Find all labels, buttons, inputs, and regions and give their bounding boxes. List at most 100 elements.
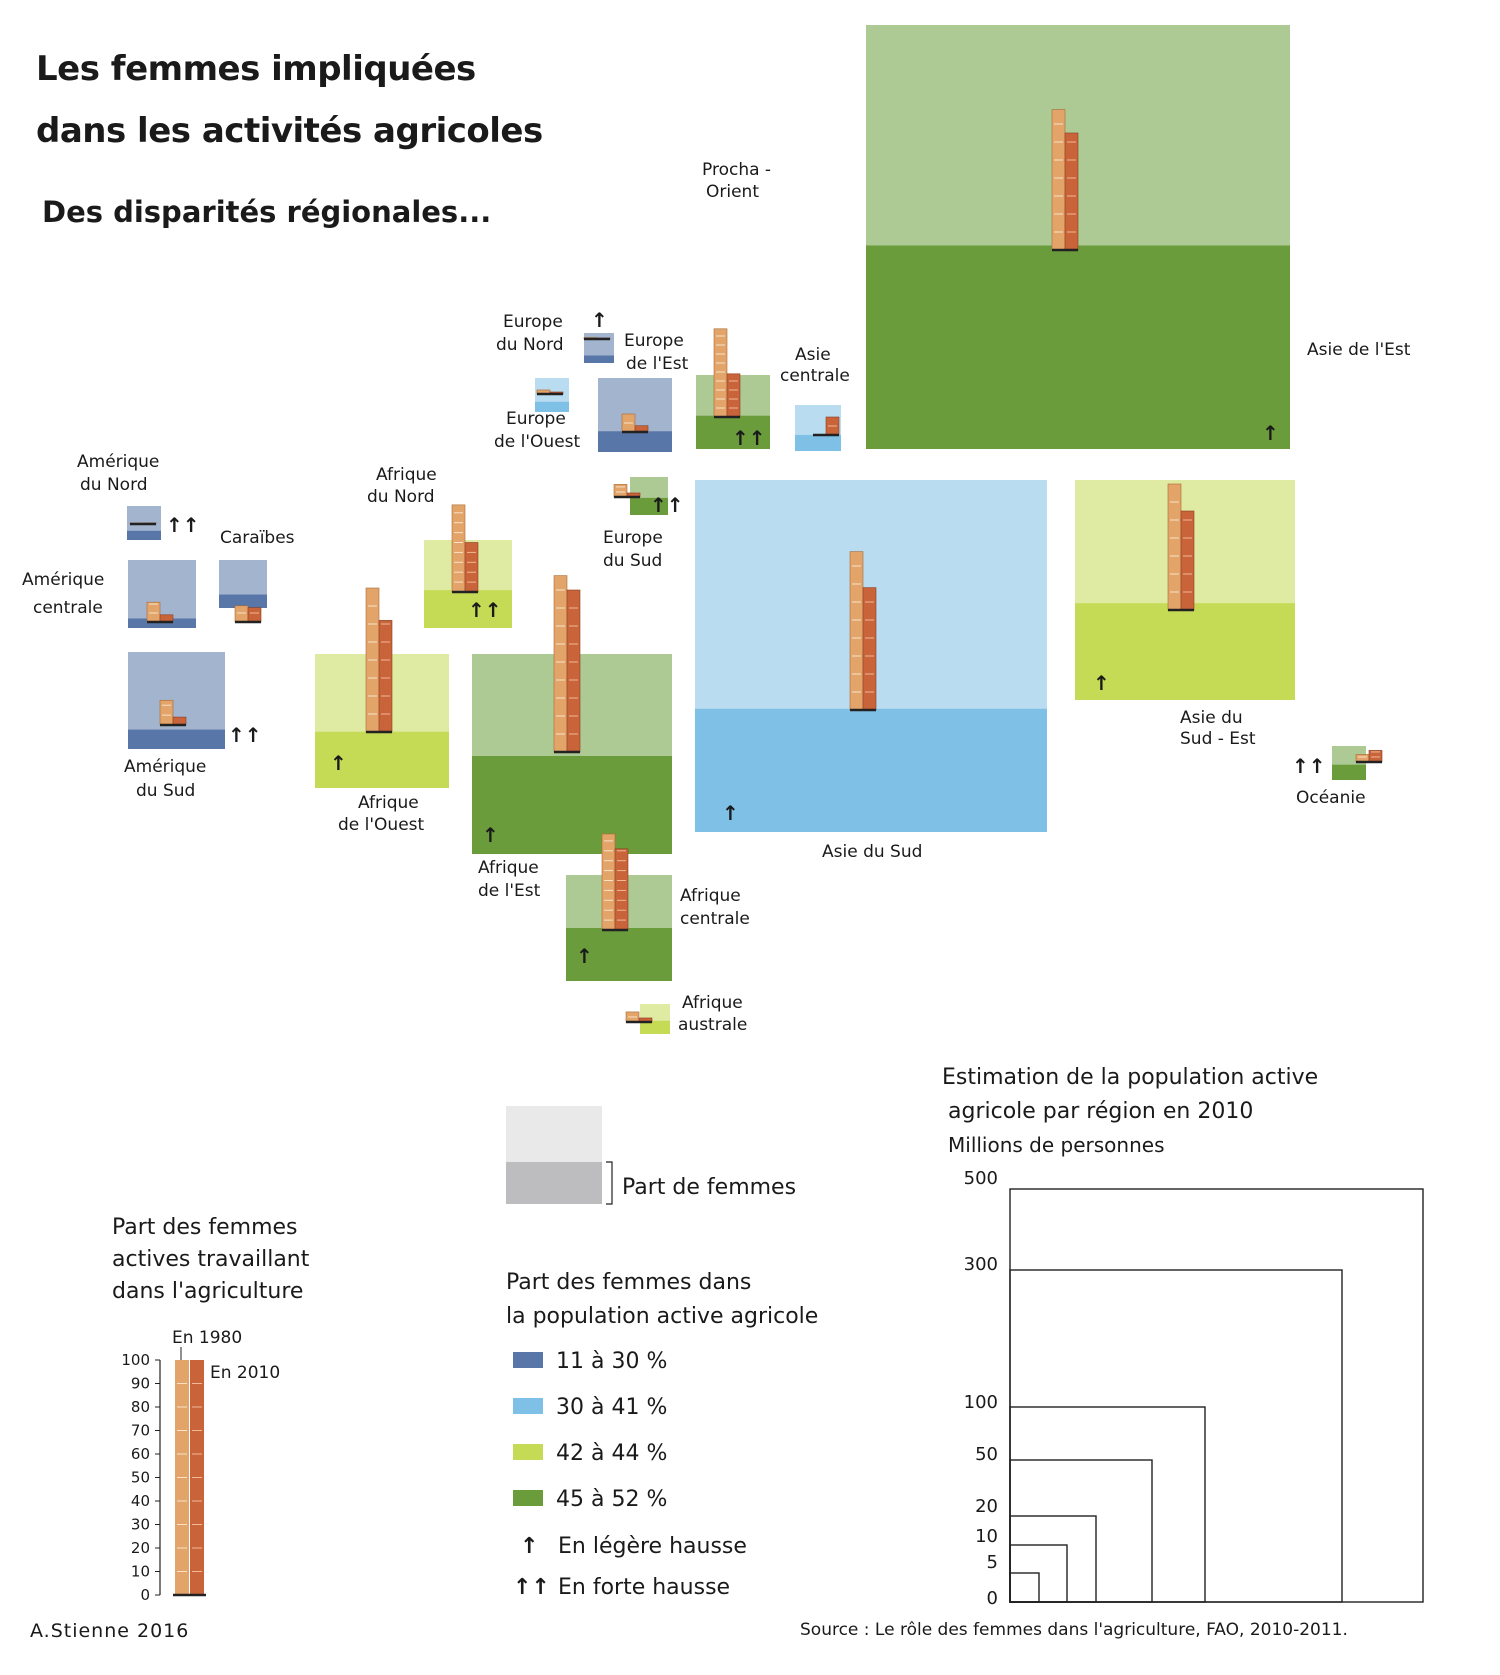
- size-legend-tick: 500: [964, 1168, 998, 1189]
- class-label: 45 à 52 %: [556, 1487, 667, 1512]
- trend-arrow-icon: ↑↑: [650, 493, 684, 517]
- region-label: Océanie: [1296, 788, 1366, 808]
- class-label: 11 à 30 %: [556, 1349, 667, 1374]
- size-legend-tick: 50: [975, 1444, 998, 1465]
- region-label: Europe: [506, 409, 566, 429]
- bars-2010-label: En 2010: [210, 1363, 280, 1383]
- bar-2010: [1180, 510, 1195, 611]
- trend-arrow-icon: ↑↑: [228, 723, 262, 747]
- region-proche-orient: ↑↑ Procha -Orient: [696, 160, 771, 450]
- women-share-fill: [630, 497, 668, 515]
- size-legend-tick: 0: [987, 1588, 998, 1609]
- region-asie-de-l-est: ↑ Asie de l'Est: [866, 25, 1411, 449]
- region-label: Asie du: [1180, 708, 1243, 728]
- region-label: du Nord: [496, 335, 564, 355]
- bars-1980-label: En 1980: [172, 1328, 242, 1348]
- trend-arrow-icon: ↑: [591, 308, 608, 332]
- trend-arrow-icon: ↑: [330, 751, 347, 775]
- bar-1980: [146, 601, 161, 623]
- trend-arrow-icon: ↑: [482, 823, 499, 847]
- trend-arrow-icon: ↑↑: [732, 426, 766, 450]
- size-legend-tick: 100: [964, 1392, 998, 1413]
- region-label: Europe: [503, 312, 563, 332]
- region-label: Amérique: [22, 570, 104, 590]
- region-label: Caraïbes: [220, 528, 295, 548]
- size-legend-square: [1009, 1269, 1343, 1603]
- bars-axis-label: 20: [131, 1539, 150, 1557]
- share-label: Part de femmes: [622, 1175, 796, 1200]
- class-legend-title: Part des femmes dans: [506, 1270, 751, 1295]
- strong-rise-icon: ↑↑: [513, 1575, 550, 1600]
- women-share-fill: [640, 1020, 670, 1034]
- bars-legend-title: dans l'agriculture: [112, 1279, 303, 1304]
- region-label: de l'Est: [626, 354, 689, 374]
- region-label: Asie: [795, 345, 831, 365]
- bars-axis-label: 0: [140, 1586, 150, 1604]
- region-label: Afrique: [376, 465, 437, 485]
- region-label: Amérique: [77, 452, 159, 472]
- women-share-fill: [127, 530, 161, 540]
- women-share-fill: [866, 245, 1290, 449]
- trend-arrow-icon: ↑↑: [1292, 754, 1326, 778]
- title-line-2: dans les activités agricoles: [36, 111, 543, 151]
- bar-1980: [553, 575, 568, 753]
- bars-axis-label: 80: [131, 1398, 150, 1416]
- size-legend-tick: 10: [975, 1526, 998, 1547]
- source-note: Source : Le rôle des femmes dans l'agric…: [800, 1620, 1348, 1640]
- bar-1980: [613, 484, 628, 498]
- size-legend-title: agricole par région en 2010: [948, 1099, 1253, 1124]
- class-swatch: [513, 1352, 543, 1368]
- region-amerique-du-sud: ↑↑ Amérique du Sud: [124, 652, 262, 801]
- share-swatch-bottom: [506, 1162, 602, 1204]
- region-afrique-centrale: ↑ Afrique centrale: [566, 833, 750, 981]
- region-asie-du-sud: ↑ Asie du Sud: [695, 480, 1047, 862]
- bars-axis-label: 100: [121, 1351, 150, 1369]
- region-europe-du-sud: ↑↑ Europe du Sud: [603, 477, 684, 571]
- class-swatch: [513, 1444, 543, 1460]
- region-label: Europe: [624, 331, 684, 351]
- class-label: 42 à 44 %: [556, 1441, 667, 1466]
- trend-arrow-icon: ↑: [722, 801, 739, 825]
- trend-arrow-icon: ↑: [1093, 671, 1110, 695]
- bar-1980: [1167, 483, 1182, 611]
- bars-axis-label: 60: [131, 1445, 150, 1463]
- region-label: centrale: [680, 909, 750, 929]
- women-share-fill: [128, 729, 225, 749]
- region-caraibes: Caraïbes: [219, 528, 295, 624]
- region-label: Europe: [603, 528, 663, 548]
- bars-axis-label: 40: [131, 1492, 150, 1510]
- bars-axis-label: 90: [131, 1375, 150, 1393]
- region-europe-de-l-ouest: Europe de l'Ouest: [494, 378, 581, 452]
- region-label: Asie de l'Est: [1307, 340, 1411, 360]
- trend-arrow-icon: ↑↑: [166, 513, 200, 537]
- bar-1980: [234, 605, 249, 623]
- class-legend-title: la population active agricole: [506, 1304, 818, 1329]
- bar-2010: [464, 542, 479, 593]
- bars-axis-label: 10: [131, 1563, 150, 1581]
- region-label: de l'Est: [478, 881, 541, 901]
- class-label: 30 à 41 %: [556, 1395, 667, 1420]
- women-share-fill: [696, 415, 770, 449]
- trend-arrow-icon: ↑: [576, 944, 593, 968]
- women-share-fill: [695, 708, 1047, 832]
- trend-arrow-icon: ↑: [1262, 421, 1279, 445]
- chart-title: Les femmes impliquées dans les activités…: [36, 38, 543, 162]
- region-label: du Nord: [367, 487, 435, 507]
- bars-legend-title: actives travaillant: [112, 1247, 310, 1272]
- region-label: Amérique: [124, 757, 206, 777]
- bars-axis-label: 70: [131, 1422, 150, 1440]
- women-share-fill: [424, 590, 512, 628]
- bar-1980: [849, 551, 864, 711]
- size-legend-title: Millions de personnes: [948, 1133, 1164, 1157]
- region-label: centrale: [33, 598, 103, 618]
- slight-rise-icon: ↑: [520, 1534, 538, 1559]
- size-legend-tick: 300: [964, 1254, 998, 1275]
- author-credit: A.Stienne 2016: [30, 1620, 190, 1642]
- region-label: du Nord: [80, 475, 148, 495]
- size-legend-square: [1009, 1572, 1040, 1603]
- women-share-fill: [535, 401, 569, 412]
